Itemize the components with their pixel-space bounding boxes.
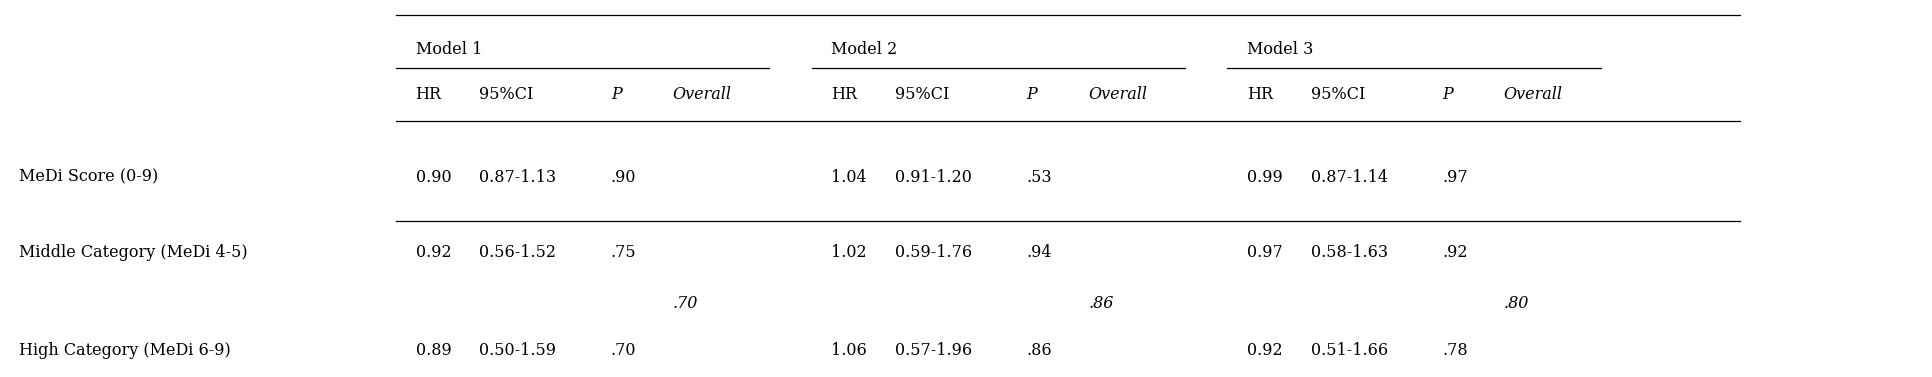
Text: Model 2: Model 2	[831, 40, 896, 58]
Text: .78: .78	[1441, 342, 1466, 359]
Text: 1.02: 1.02	[831, 244, 866, 261]
Text: 0.58-1.63: 0.58-1.63	[1310, 244, 1387, 261]
Text: .80: .80	[1503, 295, 1528, 312]
Text: .86: .86	[1026, 342, 1051, 359]
Text: Middle Category (MeDi 4-5): Middle Category (MeDi 4-5)	[19, 244, 247, 261]
Text: 0.51-1.66: 0.51-1.66	[1310, 342, 1387, 359]
Text: HR: HR	[1246, 86, 1273, 103]
Text: Overall: Overall	[1088, 86, 1148, 103]
Text: .90: .90	[611, 169, 636, 186]
Text: 0.92: 0.92	[415, 244, 450, 261]
Text: 0.59-1.76: 0.59-1.76	[895, 244, 972, 261]
Text: .97: .97	[1441, 169, 1466, 186]
Text: 0.89: 0.89	[415, 342, 450, 359]
Text: 0.90: 0.90	[415, 169, 450, 186]
Text: .94: .94	[1026, 244, 1051, 261]
Text: .70: .70	[611, 342, 636, 359]
Text: HR: HR	[415, 86, 442, 103]
Text: 0.97: 0.97	[1246, 244, 1281, 261]
Text: 95%CI: 95%CI	[895, 86, 949, 103]
Text: P: P	[1026, 86, 1037, 103]
Text: Overall: Overall	[1503, 86, 1563, 103]
Text: 0.50-1.59: 0.50-1.59	[479, 342, 556, 359]
Text: 0.99: 0.99	[1246, 169, 1281, 186]
Text: 0.91-1.20: 0.91-1.20	[895, 169, 972, 186]
Text: 0.87-1.14: 0.87-1.14	[1310, 169, 1387, 186]
Text: 0.87-1.13: 0.87-1.13	[479, 169, 556, 186]
Text: 0.57-1.96: 0.57-1.96	[895, 342, 972, 359]
Text: 1.06: 1.06	[831, 342, 866, 359]
Text: 95%CI: 95%CI	[1310, 86, 1364, 103]
Text: P: P	[611, 86, 622, 103]
Text: .70: .70	[672, 295, 697, 312]
Text: 1.04: 1.04	[831, 169, 866, 186]
Text: .92: .92	[1441, 244, 1466, 261]
Text: 0.56-1.52: 0.56-1.52	[479, 244, 556, 261]
Text: 0.92: 0.92	[1246, 342, 1281, 359]
Text: Overall: Overall	[672, 86, 732, 103]
Text: HR: HR	[831, 86, 858, 103]
Text: .53: .53	[1026, 169, 1051, 186]
Text: P: P	[1441, 86, 1453, 103]
Text: MeDi Score (0-9): MeDi Score (0-9)	[19, 169, 158, 186]
Text: Model 1: Model 1	[415, 40, 481, 58]
Text: .75: .75	[611, 244, 636, 261]
Text: .86: .86	[1088, 295, 1113, 312]
Text: Model 3: Model 3	[1246, 40, 1312, 58]
Text: High Category (MeDi 6-9): High Category (MeDi 6-9)	[19, 342, 232, 359]
Text: 95%CI: 95%CI	[479, 86, 533, 103]
